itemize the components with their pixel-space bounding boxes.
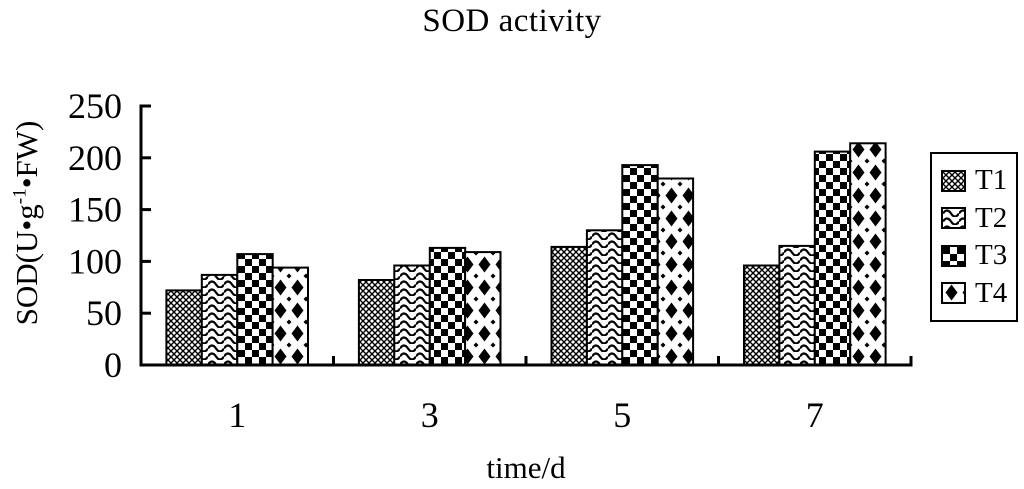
bar-t4-day1 <box>271 266 310 367</box>
dense-crosshatch-swatch-icon <box>941 169 966 192</box>
legend-label: T3 <box>975 239 1008 272</box>
bar-t3-day3 <box>428 246 467 366</box>
checkerboard-swatch-icon <box>941 244 966 267</box>
y-tick-label: 250 <box>68 86 122 126</box>
legend-label: T2 <box>975 201 1008 234</box>
bar-t2-day5 <box>585 229 624 366</box>
bar-t2-day3 <box>393 264 431 366</box>
x-tick-label: 3 <box>421 395 439 435</box>
y-tick-label: 200 <box>68 138 122 178</box>
bar-t4-day3 <box>464 251 502 367</box>
y-tick-label: 0 <box>104 345 122 385</box>
bar-t4-day7 <box>849 142 887 366</box>
bar-t2-day1 <box>200 273 239 366</box>
bar-t3-day1 <box>236 253 274 367</box>
legend-item-t4: T4 <box>941 276 1016 309</box>
y-tick-label: 100 <box>68 241 122 281</box>
bar-t1-day1 <box>165 289 203 366</box>
legend-item-t2: T2 <box>941 201 1016 234</box>
bar-t4-day5 <box>656 177 695 366</box>
diamond-columns-swatch-icon <box>941 282 966 305</box>
bar-t3-day5 <box>621 164 659 366</box>
bar-t1-day7 <box>743 264 781 366</box>
chart-title: SOD activity <box>422 3 602 39</box>
legend-item-t3: T3 <box>941 241 1016 270</box>
x-tick-label: 7 <box>806 395 824 435</box>
y-tick-label: 50 <box>86 293 122 333</box>
x-tick-label: 1 <box>228 395 246 435</box>
legend: T1 T2 T3 T4 <box>930 152 1018 322</box>
bar-t1-day5 <box>550 245 588 366</box>
bar-t1-day3 <box>357 279 396 366</box>
bar-t3-day7 <box>813 150 852 366</box>
bar-t2-day7 <box>778 244 816 366</box>
y-tick-label: 150 <box>68 190 122 230</box>
wavy-lines-swatch-icon <box>941 207 966 230</box>
x-axis-title: time/d <box>486 450 566 485</box>
x-tick-label: 5 <box>613 395 631 435</box>
legend-label: T4 <box>975 276 1008 309</box>
legend-label: T1 <box>975 164 1008 197</box>
legend-item-t1: T1 <box>941 166 1016 195</box>
